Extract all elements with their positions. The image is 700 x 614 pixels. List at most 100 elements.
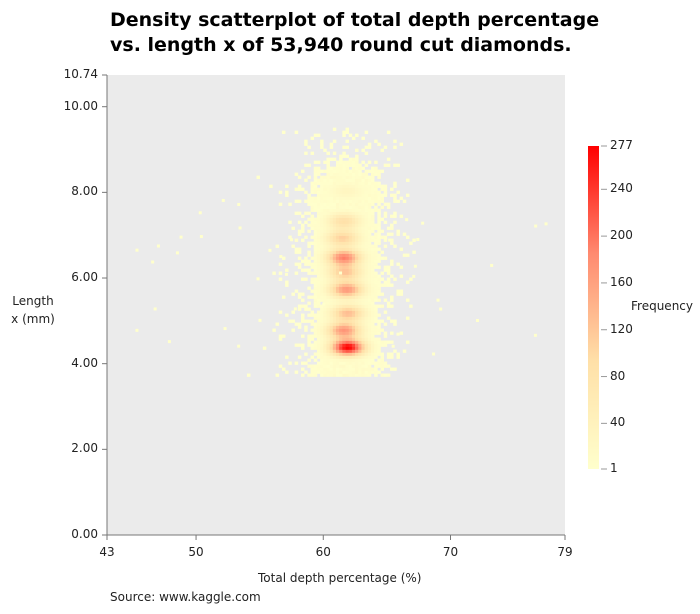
density-cell — [374, 355, 378, 359]
density-cell — [336, 271, 340, 275]
density-cell — [342, 358, 346, 362]
density-cell — [329, 361, 334, 365]
density-cell — [370, 325, 375, 329]
density-cell — [310, 256, 315, 260]
density-cell — [297, 295, 302, 299]
density-cell — [322, 302, 326, 306]
density-cell — [297, 262, 302, 266]
density-cell — [412, 250, 416, 254]
density-cell — [348, 334, 353, 338]
density-cell — [237, 202, 241, 206]
density-cell — [416, 237, 420, 241]
density-cell — [377, 364, 381, 368]
density-cell — [364, 169, 369, 173]
density-cell — [358, 343, 362, 347]
density-cell — [238, 226, 242, 230]
density-cell — [361, 277, 365, 281]
density-cell — [377, 214, 381, 218]
density-cell — [351, 373, 356, 377]
density-cell — [432, 352, 436, 356]
density-cell — [339, 184, 343, 188]
density-cell — [364, 283, 369, 287]
density-cell — [339, 202, 343, 206]
density-cell — [336, 280, 340, 284]
density-cell — [323, 319, 327, 323]
density-cell — [329, 178, 334, 182]
density-cell — [364, 370, 369, 374]
density-cell — [351, 169, 356, 173]
density-cell — [313, 268, 318, 272]
density-cell — [256, 277, 260, 281]
density-cell — [281, 130, 286, 134]
density-cell — [345, 337, 350, 341]
density-cell — [355, 190, 359, 194]
density-cell — [326, 175, 330, 179]
density-cell — [301, 187, 305, 191]
density-cell — [377, 211, 381, 215]
density-cell — [355, 301, 359, 305]
density-cell — [301, 169, 305, 173]
density-cell — [383, 187, 388, 191]
density-cell — [380, 304, 385, 308]
density-cell — [285, 283, 289, 287]
density-cell — [301, 229, 305, 233]
density-cell — [313, 343, 318, 347]
density-cell — [279, 255, 283, 259]
density-cell — [313, 238, 318, 242]
density-cell — [135, 248, 139, 252]
density-cell — [348, 280, 353, 284]
density-cell — [342, 205, 346, 209]
density-cell — [390, 331, 394, 335]
density-cell — [336, 223, 340, 227]
density-cell — [316, 310, 321, 314]
density-cell — [323, 205, 327, 209]
density-cell — [332, 361, 337, 365]
density-cell — [386, 352, 391, 356]
density-cell — [364, 241, 369, 245]
density-cell — [336, 349, 340, 353]
density-cell — [367, 373, 372, 377]
density-cell — [367, 340, 372, 344]
density-cell — [386, 205, 391, 209]
density-cell — [345, 187, 350, 191]
density-cell — [351, 184, 356, 188]
density-cell — [370, 319, 375, 323]
density-cell — [316, 337, 321, 341]
density-cell — [345, 370, 350, 374]
density-cell — [316, 199, 321, 203]
density-cell — [326, 331, 330, 335]
density-cell — [377, 199, 381, 203]
density-cell — [326, 244, 330, 248]
density-cell — [355, 340, 359, 344]
density-cell — [307, 244, 311, 248]
density-cell — [361, 310, 365, 314]
density-cell — [364, 274, 369, 278]
density-cell — [313, 184, 318, 188]
density-cell — [348, 250, 353, 254]
density-cell — [412, 238, 416, 242]
density-cell — [342, 181, 346, 185]
density-cell — [332, 340, 337, 344]
density-cell — [358, 325, 362, 329]
density-cell — [307, 268, 311, 272]
density-cell — [355, 241, 359, 245]
density-cell — [297, 307, 302, 311]
density-cell — [336, 277, 340, 281]
density-cell — [281, 367, 286, 371]
density-cell — [374, 256, 378, 260]
density-cell — [339, 298, 343, 302]
density-cell — [307, 193, 311, 197]
density-cell — [297, 199, 302, 203]
density-cell — [342, 337, 346, 341]
density-cell — [313, 181, 318, 185]
density-cell — [351, 346, 356, 350]
density-cell — [332, 322, 337, 326]
density-cell — [268, 248, 272, 252]
density-cell — [377, 235, 381, 239]
density-cell — [405, 235, 410, 239]
density-cell — [320, 337, 324, 341]
density-cell — [316, 313, 321, 317]
density-cell — [307, 202, 311, 206]
density-cell — [329, 262, 334, 266]
density-cell — [332, 286, 337, 290]
